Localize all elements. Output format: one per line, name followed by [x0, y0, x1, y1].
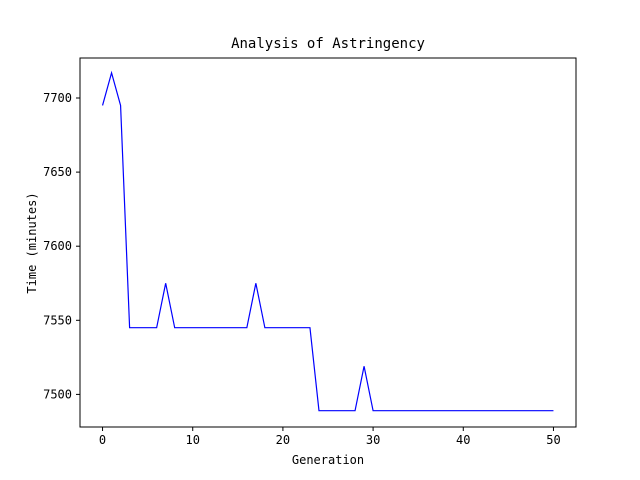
x-axis-label: Generation	[292, 453, 364, 467]
x-axis: 0 10 20 30 40 50	[99, 427, 561, 447]
x-tick-label: 40	[456, 433, 470, 447]
plot-layer	[101, 70, 554, 412]
y-tick-label: 7500	[43, 387, 72, 401]
plot-frame	[79, 57, 577, 428]
x-tick-label: 0	[99, 433, 106, 447]
y-axis-label: Time (minutes)	[25, 192, 39, 293]
series-line	[101, 70, 554, 412]
x-tick-label: 50	[546, 433, 560, 447]
chart-title: Analysis of Astringency	[231, 36, 425, 52]
y-tick-label: 7650	[43, 165, 72, 179]
x-tick-label: 30	[366, 433, 380, 447]
y-tick-label: 7600	[43, 239, 72, 253]
y-tick-label: 7700	[43, 91, 72, 105]
x-tick-label: 20	[276, 433, 290, 447]
x-tick-label: 10	[186, 433, 200, 447]
y-tick-label: 7550	[43, 313, 72, 327]
y-axis: 7500 7550 7600 7650 7700	[43, 91, 80, 401]
